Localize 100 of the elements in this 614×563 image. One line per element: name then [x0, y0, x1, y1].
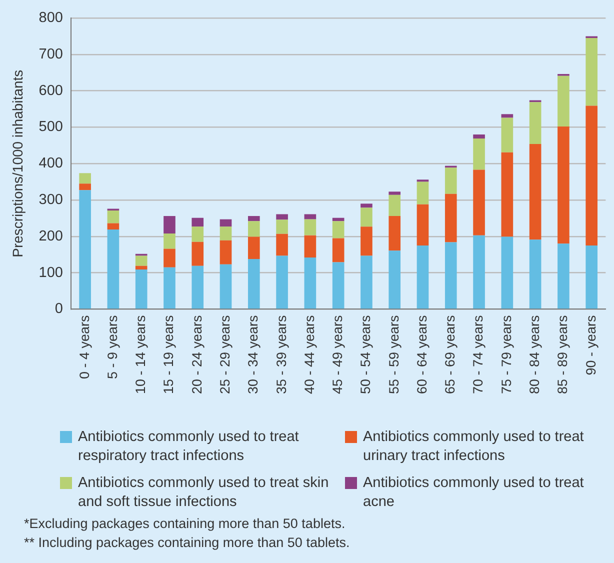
bar	[416, 182, 429, 204]
x-tick-label: 55 - 59 years	[386, 314, 402, 394]
bar	[586, 106, 598, 246]
bar	[276, 214, 288, 220]
bar	[388, 216, 401, 251]
bar	[220, 240, 232, 264]
bar	[164, 267, 176, 309]
bar	[332, 262, 344, 309]
bar	[304, 214, 316, 220]
y-tick-label: 400	[38, 156, 63, 172]
text: *Excluding packages containing more than 50 tablets.	[24, 515, 346, 533]
bar	[220, 219, 232, 227]
bar	[107, 229, 120, 309]
bar	[360, 256, 372, 309]
x-tick-label: 30 - 34 years	[246, 314, 261, 394]
bar	[192, 218, 204, 227]
bar	[192, 266, 204, 309]
bar	[586, 38, 598, 106]
x-tick-label: 85 - 89 years	[555, 314, 570, 394]
x-tick-label: 15 - 19 years	[161, 314, 176, 394]
legend-label: Antibiotics commonly used to treat acne	[363, 474, 585, 512]
bar	[473, 138, 485, 170]
bar	[276, 256, 288, 309]
bar	[529, 240, 542, 309]
bar	[416, 246, 429, 309]
bar	[135, 256, 148, 266]
bar	[107, 210, 120, 224]
bar	[360, 226, 372, 256]
bar	[79, 173, 91, 184]
bar	[276, 220, 288, 234]
bar	[501, 114, 514, 118]
bar	[276, 234, 288, 256]
bar	[529, 144, 542, 240]
x-tick-label: 65 - 69 years	[442, 314, 458, 394]
y-tick-label: 300	[38, 192, 63, 208]
bar	[135, 270, 148, 309]
bar	[248, 221, 260, 237]
bar	[388, 192, 401, 195]
bar	[473, 235, 485, 309]
y-axis-title: Prescriptions/1000 inhabitants	[9, 70, 26, 258]
x-tick-label: 50 - 54 years	[358, 314, 374, 394]
x-tick-label: 10 - 14 years	[133, 314, 148, 394]
bar	[473, 170, 485, 236]
legend-label: Antibiotics commonly used to treat skin and soft tissue infections	[78, 474, 330, 512]
bar	[192, 226, 204, 242]
bar	[558, 76, 570, 126]
bar	[135, 266, 148, 270]
bar	[558, 126, 570, 244]
bar	[220, 264, 232, 309]
x-tick-label: 5 - 9 years	[104, 314, 120, 379]
bar	[192, 242, 204, 266]
x-tick-label: 60 - 64 years	[414, 314, 430, 394]
x-tick-label: 0 - 4 years	[76, 314, 92, 379]
bar	[220, 226, 232, 240]
legend-label: Antibiotics commonly used to treat urinary tract infections	[363, 428, 585, 466]
bar	[501, 152, 514, 237]
bar	[304, 258, 316, 309]
x-tick-label: 75 - 79 years	[498, 314, 514, 394]
bar	[79, 184, 91, 190]
y-tick-label: 500	[38, 119, 63, 136]
bar	[164, 248, 176, 268]
bar	[558, 244, 570, 309]
x-tick-label: 35 - 39 years	[274, 314, 289, 394]
bar	[332, 238, 344, 262]
bar	[388, 194, 401, 216]
bar	[107, 223, 120, 230]
bar	[304, 235, 316, 258]
x-tick-label: 80 - 84 years	[527, 314, 542, 394]
bar	[164, 233, 176, 249]
bar	[248, 216, 260, 222]
legend-label: Antibiotics commonly used to treat respiratory tract infections	[78, 428, 300, 466]
bar	[586, 246, 598, 309]
bar	[444, 194, 457, 242]
x-tick-label: 45 - 49 years	[330, 314, 346, 394]
bar	[473, 134, 485, 138]
bar	[164, 216, 176, 234]
bar	[501, 236, 514, 309]
text: ** Including packages containing more than 50 tablets.	[24, 534, 350, 552]
bar	[444, 168, 457, 194]
y-tick-label: 700	[38, 46, 63, 62]
y-tick-label: 600	[38, 82, 63, 99]
bar	[444, 242, 457, 309]
bar	[248, 236, 260, 259]
x-tick-label: 90 - years	[583, 314, 598, 376]
bar	[360, 204, 372, 208]
bar	[388, 250, 401, 309]
bar	[304, 219, 316, 236]
bar	[79, 190, 91, 309]
bar	[360, 208, 372, 227]
y-tick-label: 800	[38, 10, 63, 26]
bar	[332, 221, 344, 238]
y-tick-label: 200	[38, 228, 63, 244]
x-tick-label: 70 - 74 years	[470, 314, 486, 394]
bar	[416, 204, 429, 246]
x-tick-label: 20 - 24 years	[189, 314, 204, 394]
y-tick-label: 100	[38, 264, 63, 281]
bar	[529, 102, 542, 144]
y-tick-label: 0	[54, 301, 63, 318]
x-tick-label: 25 - 29 years	[217, 314, 232, 394]
bar	[501, 118, 514, 152]
